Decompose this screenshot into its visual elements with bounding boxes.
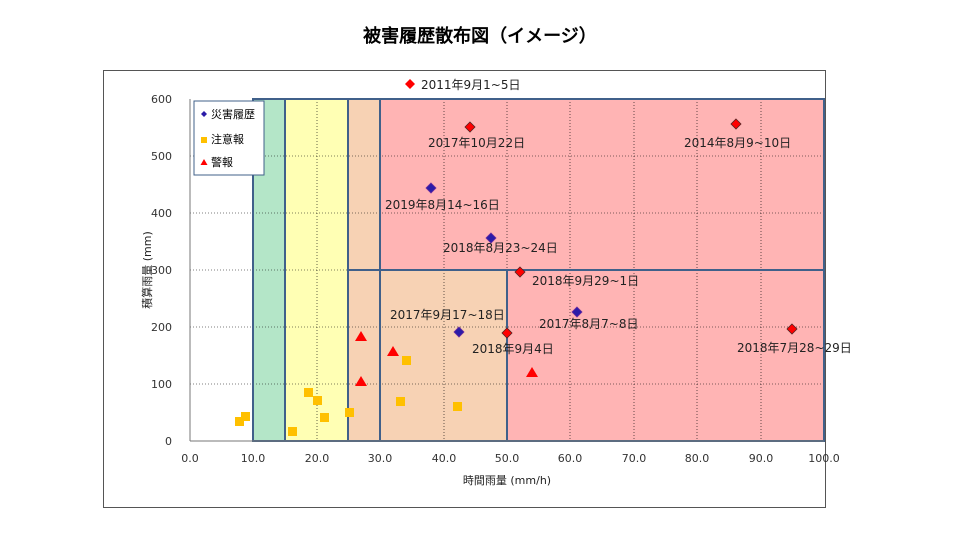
y-axis-title: 積算雨量 (mm) [140,231,154,309]
x-tick: 10.0 [241,452,266,465]
point [304,388,313,397]
point [241,412,250,421]
point [571,306,583,318]
x-tick: 0.0 [181,452,199,465]
x-tick: 20.0 [305,452,330,465]
point [786,323,798,335]
point [730,118,742,130]
x-tick: 100.0 [808,452,840,465]
legend-triangle-icon [200,159,208,165]
series-warning [355,331,538,386]
chart-title: 被害履歴散布図（イメージ） [363,26,597,47]
data-label: 2019年8月14~16日 [385,198,500,212]
point [288,427,297,436]
point [464,121,476,133]
x-tick: 50.0 [495,452,520,465]
data-label: 2017年10月22日 [428,136,525,150]
series-disaster-history [425,182,583,338]
y-tick-labels: 0 100 200 300 400 500 600 [151,93,172,448]
data-labels: 2017年10月22日 2014年8月9~10日 2019年8月14~16日 2… [385,136,852,356]
legend-square-icon [201,137,207,143]
point [453,402,462,411]
x-tick-labels: 0.0 10.0 20.0 30.0 40.0 50.0 60.0 70.0 8… [181,452,840,465]
point [355,331,367,341]
data-label: 2018年9月4日 [472,342,554,356]
legend-diamond-icon [201,111,207,117]
point [313,396,322,405]
y-tick: 600 [151,93,172,106]
point [425,182,437,194]
point [387,346,399,356]
point [514,266,526,278]
zone-peach-lower [380,270,507,441]
data-label: 2014年8月9~10日 [684,136,791,150]
annotation-diamond-icon [405,79,415,89]
legend: 災害履歴 注意報 警報 [193,100,265,176]
zone-pink-lower [507,270,824,441]
point [501,327,513,339]
x-tick: 40.0 [432,452,457,465]
legend-item: 災害履歴 [211,107,255,121]
legend-item: 注意報 [211,132,244,146]
annotation-label: 2011年9月1~5日 [421,78,521,92]
point [345,408,354,417]
point [453,326,465,338]
series-caution [235,356,462,436]
data-label: 2018年7月28~29日 [737,341,852,355]
point [396,397,405,406]
point [355,376,367,386]
y-tick: 500 [151,150,172,163]
data-label: 2017年9月17~18日 [390,308,505,322]
chart-frame [103,70,826,508]
x-tick: 90.0 [749,452,774,465]
point [235,417,244,426]
x-axis-title: 時間雨量 (mm/h) [463,474,551,487]
point [320,413,329,422]
y-tick: 100 [151,378,172,391]
point [526,367,538,377]
x-tick: 80.0 [685,452,710,465]
y-tick: 300 [151,264,172,277]
data-label: 2018年8月23~24日 [443,241,558,255]
zone-pink-upper [380,99,824,270]
legend-item: 警報 [211,155,233,169]
y-tick: 0 [165,435,172,448]
series-damage [464,118,798,339]
point [402,356,411,365]
data-label: 2018年9月29~1日 [532,274,639,288]
point [485,232,497,244]
x-tick: 30.0 [368,452,393,465]
data-label: 2017年8月7~8日 [539,317,639,331]
x-tick: 60.0 [558,452,583,465]
y-tick: 200 [151,321,172,334]
y-tick: 400 [151,207,172,220]
x-tick: 70.0 [622,452,647,465]
